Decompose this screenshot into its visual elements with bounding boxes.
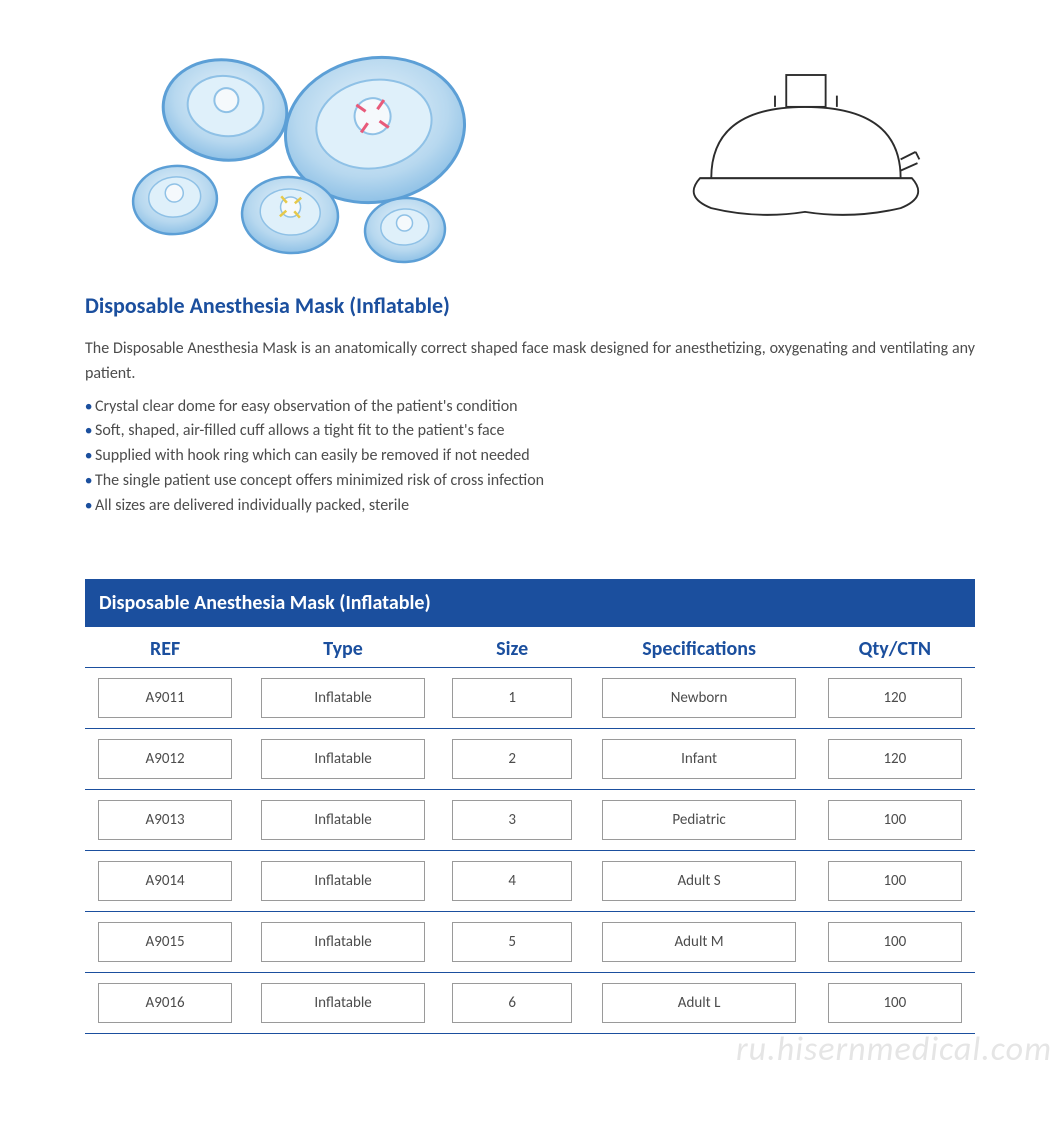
col-header-size: Size xyxy=(441,637,583,661)
cell-type: Inflatable xyxy=(261,861,425,901)
spec-table: REF Type Size Specifications Qty/CTN A90… xyxy=(85,627,975,1034)
cell-ref: A9016 xyxy=(98,983,233,1023)
product-description: The Disposable Anesthesia Mask is an ana… xyxy=(85,337,975,387)
cell-type: Inflatable xyxy=(261,983,425,1023)
table-row: A9013 Inflatable 3 Pediatric 100 xyxy=(85,790,975,851)
product-photo xyxy=(85,20,545,280)
feature-list: Crystal clear dome for easy observation … xyxy=(85,395,975,519)
col-header-qty: Qty/CTN xyxy=(815,637,975,661)
cell-ref: A9015 xyxy=(98,922,233,962)
cell-spec: Pediatric xyxy=(602,800,796,840)
cell-ref: A9012 xyxy=(98,739,233,779)
cell-ref: A9014 xyxy=(98,861,233,901)
product-title: Disposable Anesthesia Mask (Inflatable) xyxy=(85,292,975,319)
cell-spec: Newborn xyxy=(602,678,796,718)
table-column-headers: REF Type Size Specifications Qty/CTN xyxy=(85,627,975,668)
col-header-spec: Specifications xyxy=(583,637,814,661)
cell-qty: 120 xyxy=(828,678,963,718)
table-row: A9016 Inflatable 6 Adult L 100 xyxy=(85,973,975,1034)
table-row: A9012 Inflatable 2 Infant 120 xyxy=(85,729,975,790)
cell-type: Inflatable xyxy=(261,739,425,779)
table-row: A9014 Inflatable 4 Adult S 100 xyxy=(85,851,975,912)
cell-spec: Infant xyxy=(602,739,796,779)
cell-qty: 100 xyxy=(828,922,963,962)
page-container: Disposable Anesthesia Mask (Inflatable) … xyxy=(0,0,1060,1074)
cell-size: 2 xyxy=(452,739,572,779)
cell-size: 1 xyxy=(452,678,572,718)
cell-qty: 100 xyxy=(828,861,963,901)
cell-size: 4 xyxy=(452,861,572,901)
cell-qty: 120 xyxy=(828,739,963,779)
cell-type: Inflatable xyxy=(261,678,425,718)
feature-item: All sizes are delivered individually pac… xyxy=(85,494,975,519)
cell-spec: Adult M xyxy=(602,922,796,962)
feature-item: Supplied with hook ring which can easily… xyxy=(85,444,975,469)
col-header-type: Type xyxy=(245,637,441,661)
cell-type: Inflatable xyxy=(261,800,425,840)
cell-spec: Adult S xyxy=(602,861,796,901)
cell-size: 6 xyxy=(452,983,572,1023)
cell-spec: Adult L xyxy=(602,983,796,1023)
table-row: A9011 Inflatable 1 Newborn 120 xyxy=(85,668,975,729)
table-row: A9015 Inflatable 5 Adult M 100 xyxy=(85,912,975,973)
cell-type: Inflatable xyxy=(261,922,425,962)
cell-size: 5 xyxy=(452,922,572,962)
product-line-diagram xyxy=(635,50,975,250)
cell-size: 3 xyxy=(452,800,572,840)
feature-item: Crystal clear dome for easy observation … xyxy=(85,395,975,420)
table-title-bar: Disposable Anesthesia Mask (Inflatable) xyxy=(85,579,975,627)
cell-ref: A9011 xyxy=(98,678,233,718)
cell-qty: 100 xyxy=(828,800,963,840)
col-header-ref: REF xyxy=(85,637,245,661)
top-image-row xyxy=(85,0,975,280)
cell-qty: 100 xyxy=(828,983,963,1023)
feature-item: The single patient use concept offers mi… xyxy=(85,469,975,494)
feature-item: Soft, shaped, air-filled cuff allows a t… xyxy=(85,419,975,444)
cell-ref: A9013 xyxy=(98,800,233,840)
